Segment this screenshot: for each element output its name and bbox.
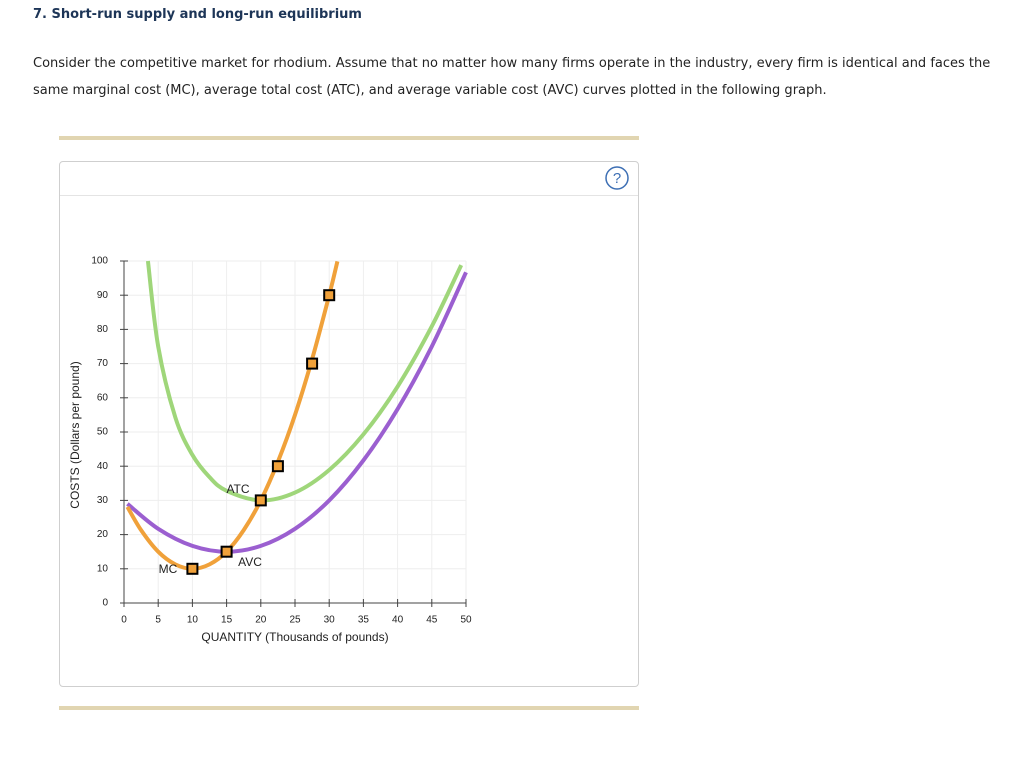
curve-label: MC [159,562,178,576]
prompt: Consider the competitive market for rhod… [33,56,991,98]
y-tick-label: 0 [102,598,108,609]
y-tick-label: 100 [91,256,108,267]
divider [59,136,639,140]
y-tick-label: 70 [97,358,109,369]
y-tick-label: 50 [97,427,109,438]
help-circle[interactable] [605,166,629,190]
mc-point [306,357,319,370]
y-tick-label: 90 [97,290,109,301]
y-axis-label: COSTS (Dollars per pound) [68,361,82,508]
mc-point [220,545,233,558]
x-tick-label: 0 [121,615,127,626]
x-tick-label: 35 [358,615,370,626]
divider [59,706,639,710]
mc-point [271,460,284,473]
x-tick-label: 15 [221,615,233,626]
x-tick-label: 25 [289,615,301,626]
curve-label: AVC [238,555,262,569]
y-tick-label: 60 [97,392,109,403]
help-button[interactable]: ? [605,166,629,190]
x-axis-label: QUANTITY (Thousands of pounds) [201,630,388,644]
curve [126,271,468,554]
graph-panel [59,161,639,687]
panel-header-line [60,195,638,196]
y-tick-label: 30 [97,495,109,506]
x-tick-label: 30 [324,615,336,626]
x-tick-label: 20 [255,615,267,626]
y-tick-label: 10 [97,563,109,574]
x-tick-label: 40 [392,615,404,626]
x-tick-label: 45 [426,615,438,626]
heading: 7. Short-run supply and long-run equilib… [33,7,362,22]
mc-point [254,494,267,507]
x-tick-label: 50 [460,615,472,626]
y-tick-label: 80 [97,324,109,335]
y-tick-label: 40 [97,461,109,472]
mc-point [323,289,336,302]
curve-label: ATC [226,482,249,496]
help-icon[interactable]: ? [613,170,621,187]
x-tick-label: 5 [155,615,161,626]
x-tick-label: 10 [187,615,199,626]
mc-point [186,562,199,575]
y-tick-label: 20 [97,529,109,540]
